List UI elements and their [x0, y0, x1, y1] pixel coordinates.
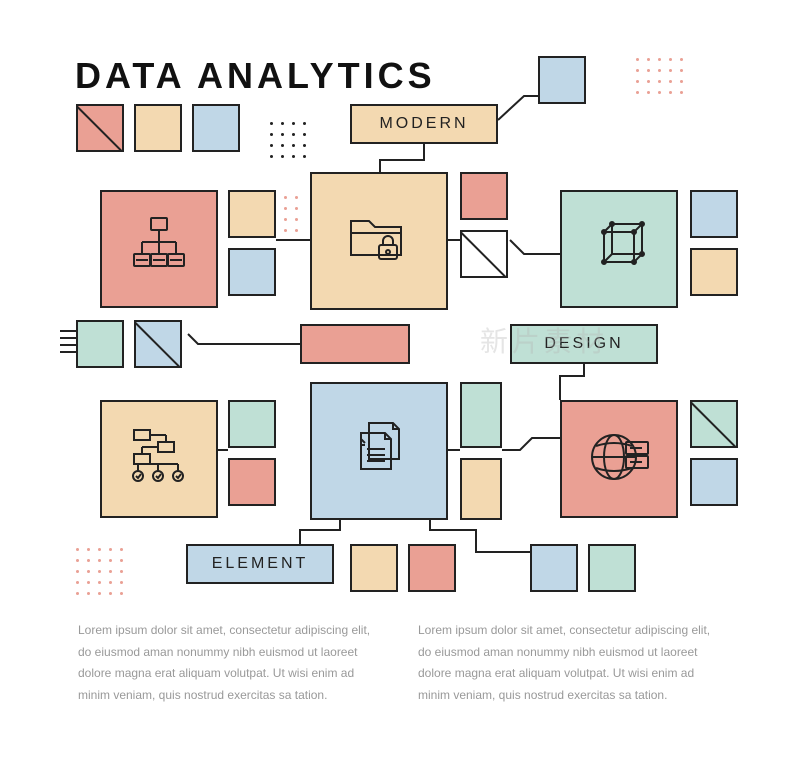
label-modern: MODERN	[350, 104, 498, 144]
decorative-tile	[192, 104, 240, 152]
decorative-tile	[350, 544, 398, 592]
decorative-tile	[460, 230, 508, 278]
decorative-tile	[408, 544, 456, 592]
decorative-tile	[538, 56, 586, 104]
database-hierarchy-tile	[100, 190, 218, 308]
dot-grid	[270, 122, 306, 158]
label-modern-text: MODERN	[379, 115, 468, 133]
folder-lock-icon	[339, 199, 419, 284]
database-hierarchy-icon	[124, 212, 194, 287]
documents-icon	[339, 409, 419, 494]
cube-3d-tile	[560, 190, 678, 308]
decorative-tile	[228, 458, 276, 506]
folder-lock-tile	[310, 172, 448, 310]
decorative-tile	[530, 544, 578, 592]
label-design-text: DESIGN	[544, 335, 623, 353]
decorative-tile	[460, 172, 508, 220]
body-text-left: Lorem ipsum dolor sit amet, consectetur …	[78, 620, 378, 706]
decorative-tile	[300, 324, 410, 364]
decorative-tile	[134, 320, 182, 368]
decorative-tile	[228, 248, 276, 296]
decorative-tile	[460, 382, 502, 448]
decorative-tile	[460, 458, 502, 520]
flowchart-icon	[124, 422, 194, 497]
cube-3d-icon	[584, 212, 654, 287]
decorative-tile	[76, 320, 124, 368]
label-element-text: ELEMENT	[212, 555, 309, 573]
decorative-tile	[588, 544, 636, 592]
decorative-tile	[690, 248, 738, 296]
decorative-tile	[690, 458, 738, 506]
decorative-tile	[76, 104, 124, 152]
documents-tile	[310, 382, 448, 520]
decorative-tile	[228, 400, 276, 448]
label-element: ELEMENT	[186, 544, 334, 584]
body-text-right: Lorem ipsum dolor sit amet, consectetur …	[418, 620, 718, 706]
decorative-tile	[690, 190, 738, 238]
dot-grid	[636, 58, 683, 94]
dot-grid	[76, 548, 123, 595]
infographic-canvas: DATA ANALYTICS MODERN DESIGN ELEMENT Lor…	[0, 0, 800, 765]
decorative-tile	[228, 190, 276, 238]
decorative-tile	[690, 400, 738, 448]
decorative-tile	[134, 104, 182, 152]
flowchart-tile	[100, 400, 218, 518]
label-design: DESIGN	[510, 324, 658, 364]
globe-server-tile	[560, 400, 678, 518]
globe-server-icon	[584, 422, 654, 497]
